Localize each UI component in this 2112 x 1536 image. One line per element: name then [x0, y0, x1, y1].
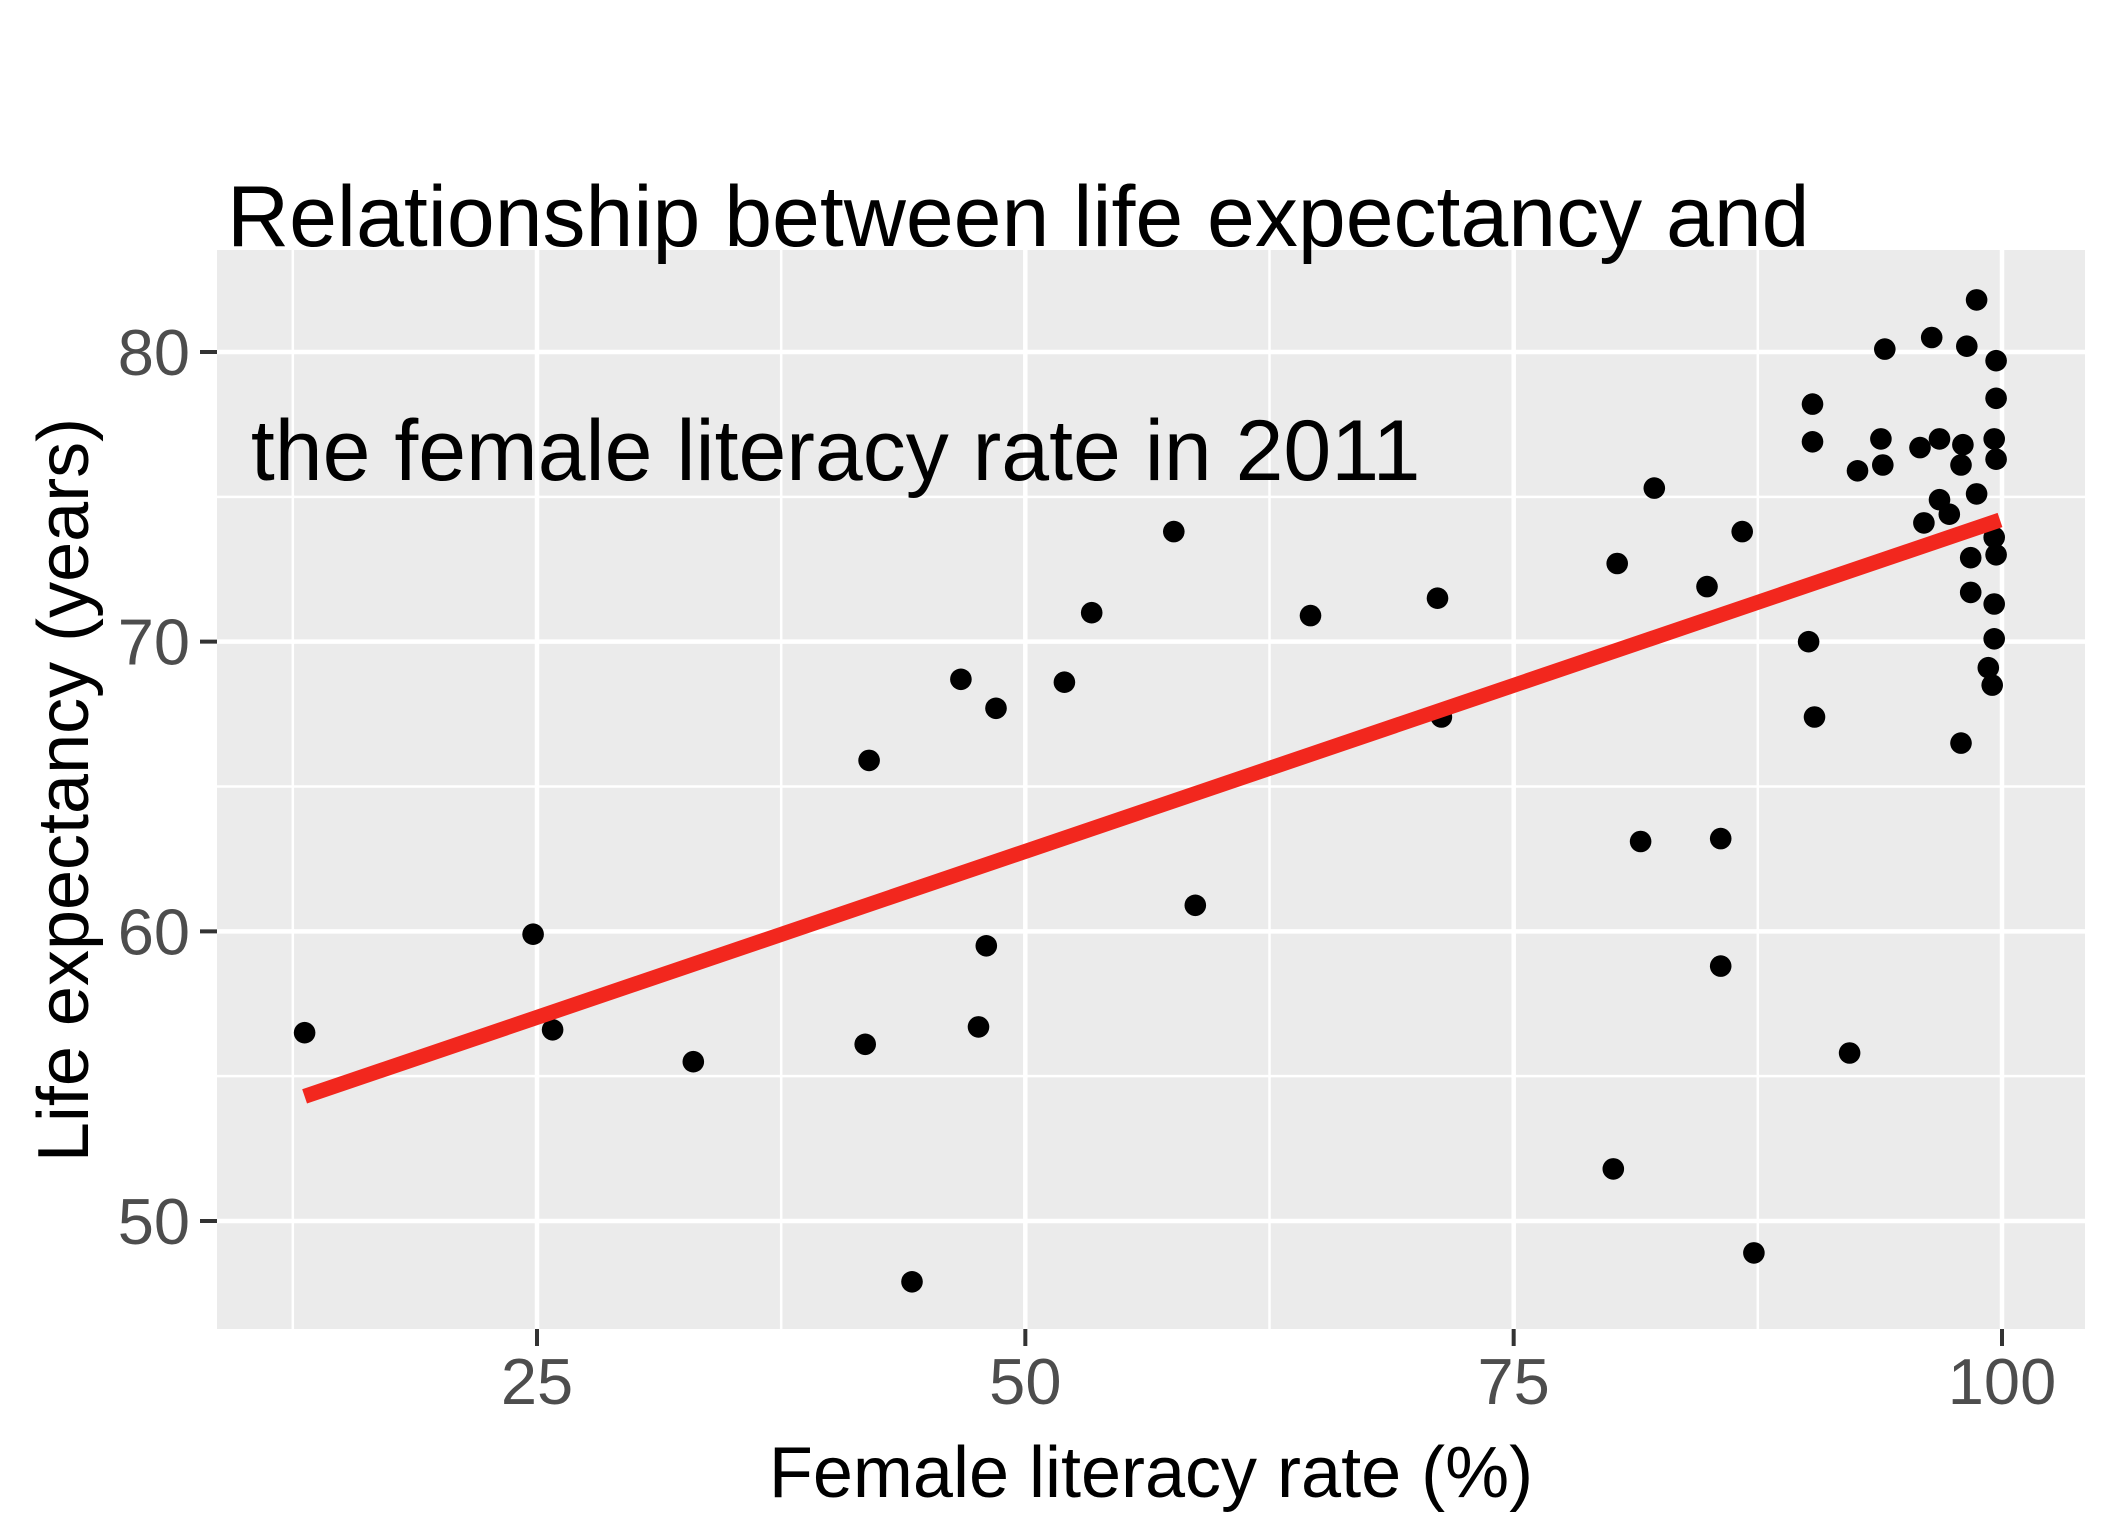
- chart-title-line-2: the female literacy rate in 2011: [227, 403, 1421, 499]
- data-point: [1950, 454, 1972, 476]
- y-tick-labels: 50 60 70 80: [118, 316, 190, 1258]
- data-point: [1426, 587, 1449, 609]
- data-point: [967, 1016, 990, 1038]
- data-point: [1985, 544, 2007, 566]
- data-point: [1959, 581, 1982, 604]
- data-point: [1983, 628, 2005, 650]
- y-tick-label: 50: [118, 1185, 190, 1258]
- x-tick-labels: 25 50 75 100: [501, 1345, 2056, 1418]
- plot-panel: [217, 250, 2085, 1329]
- data-point: [1838, 1042, 1861, 1064]
- data-point: [1983, 593, 2005, 615]
- data-point: [1801, 431, 1824, 453]
- data-point: [1731, 520, 1753, 543]
- data-point: [1913, 512, 1935, 534]
- y-axis-title: Life expectancy (years): [24, 417, 104, 1163]
- x-tick-label: 25: [501, 1345, 573, 1418]
- data-point: [1928, 428, 1951, 450]
- data-point: [1801, 393, 1824, 415]
- chart-title-line-1: Relationship between life expectancy and: [227, 169, 1810, 265]
- data-point: [293, 1021, 316, 1044]
- data-point: [1184, 894, 1207, 917]
- data-point: [1709, 827, 1732, 850]
- data-point: [1696, 575, 1718, 598]
- y-tick-label: 70: [118, 606, 190, 679]
- data-point: [1629, 830, 1652, 853]
- data-point: [1977, 656, 2000, 679]
- data-point: [682, 1050, 705, 1073]
- data-point: [541, 1019, 564, 1041]
- data-point: [1965, 289, 1988, 311]
- data-point: [1920, 326, 1943, 349]
- data-point: [1870, 428, 1892, 450]
- data-point: [1985, 349, 2007, 372]
- data-point: [1985, 448, 2007, 471]
- data-point: [1874, 338, 1896, 360]
- data-point: [858, 749, 880, 772]
- scatter-points: [293, 289, 2007, 1293]
- x-axis-title: Female literacy rate (%): [768, 1433, 1534, 1513]
- data-point: [1950, 732, 1972, 754]
- x-tick-label: 75: [1478, 1345, 1550, 1418]
- data-point: [1981, 674, 2003, 696]
- data-point: [1909, 436, 1931, 459]
- data-point: [1053, 671, 1076, 693]
- data-point: [522, 923, 544, 945]
- data-point: [1163, 520, 1185, 543]
- y-axis-title-area: Life expectancy (years): [14, 0, 114, 1536]
- y-axis-tick-marks: [200, 350, 217, 1224]
- major-gridlines: [217, 250, 2085, 1329]
- data-point: [1606, 552, 1628, 575]
- data-point: [1080, 601, 1103, 624]
- data-point: [1709, 955, 1732, 977]
- data-point: [1959, 546, 1982, 569]
- data-point: [1643, 477, 1666, 499]
- data-point: [1985, 387, 2007, 410]
- data-point: [1952, 433, 1974, 456]
- data-point: [1983, 428, 2005, 450]
- data-point: [1602, 1158, 1625, 1180]
- data-point: [1797, 630, 1820, 653]
- data-point: [1956, 335, 1978, 358]
- data-point: [854, 1033, 876, 1056]
- y-tick-label: 80: [118, 316, 190, 389]
- y-tick-label: 60: [118, 895, 190, 968]
- data-point: [1938, 503, 1961, 525]
- data-point: [1299, 604, 1322, 627]
- data-point: [1872, 454, 1894, 476]
- minor-gridlines: [217, 250, 2085, 1329]
- data-point: [1983, 526, 2005, 549]
- data-point: [1743, 1242, 1765, 1264]
- data-point: [1846, 460, 1869, 482]
- data-point: [950, 668, 972, 691]
- x-tick-label: 50: [989, 1345, 1061, 1418]
- data-point: [1965, 483, 1988, 505]
- x-axis-tick-marks: [535, 1329, 2004, 1346]
- chart-title: Relationship between life expectancy and…: [227, 22, 1809, 646]
- x-tick-label: 100: [1948, 1345, 2056, 1418]
- data-point: [1803, 706, 1826, 728]
- data-point: [985, 697, 1007, 720]
- data-point: [901, 1271, 923, 1293]
- data-point: [975, 935, 998, 957]
- trend-line: [302, 512, 2003, 1104]
